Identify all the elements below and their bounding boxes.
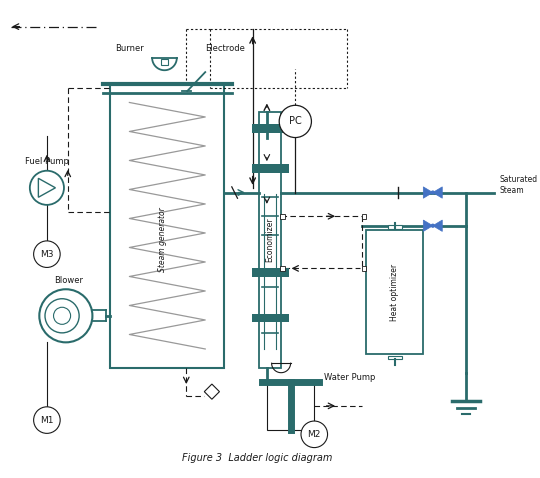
Text: Fuel Pump: Fuel Pump — [25, 157, 69, 166]
Text: Burner: Burner — [115, 44, 144, 53]
Bar — [110, 84, 224, 368]
Circle shape — [279, 105, 312, 138]
Text: Figure 3  Ladder logic diagram: Figure 3 Ladder logic diagram — [182, 453, 333, 463]
Circle shape — [39, 289, 92, 342]
Circle shape — [53, 307, 71, 325]
Text: M2: M2 — [308, 430, 321, 439]
Polygon shape — [38, 178, 56, 197]
Circle shape — [33, 241, 60, 268]
Bar — [388, 225, 402, 228]
Text: M3: M3 — [40, 250, 53, 259]
Circle shape — [301, 421, 328, 447]
Polygon shape — [423, 187, 433, 198]
Bar — [267, 382, 314, 430]
Circle shape — [33, 407, 60, 434]
Polygon shape — [433, 187, 442, 198]
Bar — [252, 314, 289, 323]
Circle shape — [45, 299, 79, 333]
Polygon shape — [204, 384, 219, 399]
Text: Blower: Blower — [55, 276, 84, 285]
Polygon shape — [433, 220, 442, 231]
Text: Economizer: Economizer — [266, 217, 275, 262]
Text: Heat optimizer: Heat optimizer — [390, 263, 400, 321]
Circle shape — [431, 191, 434, 194]
Text: M1: M1 — [40, 415, 53, 424]
Polygon shape — [423, 220, 433, 231]
Text: PC: PC — [289, 117, 302, 126]
Bar — [362, 266, 367, 271]
Bar — [362, 214, 367, 218]
Bar — [388, 356, 402, 359]
Circle shape — [431, 224, 434, 227]
Bar — [252, 124, 289, 133]
Bar — [280, 214, 285, 218]
Bar — [280, 266, 285, 271]
Bar — [252, 164, 289, 173]
Bar — [161, 59, 168, 65]
Text: Saturated
Steam: Saturated Steam — [499, 175, 537, 195]
Text: Steam generator: Steam generator — [158, 207, 167, 272]
Bar — [259, 112, 281, 368]
Bar — [367, 230, 423, 354]
Bar — [252, 268, 289, 277]
Text: Electrode: Electrode — [205, 44, 245, 53]
Text: Water Pump: Water Pump — [324, 373, 375, 382]
Circle shape — [30, 171, 64, 205]
